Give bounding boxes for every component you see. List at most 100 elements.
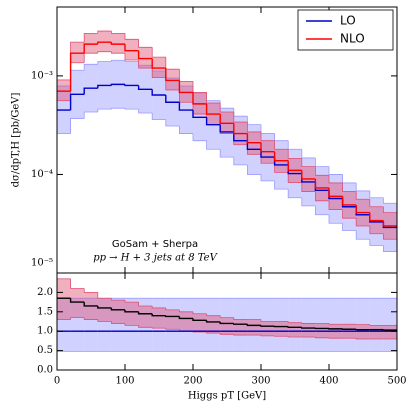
- histogram-step: [205, 117, 221, 126]
- band-edge: [138, 109, 153, 114]
- band-edge: [355, 191, 370, 200]
- histogram-step: [355, 204, 370, 214]
- histogram-step: [110, 307, 125, 311]
- band-edge: [247, 164, 261, 175]
- histogram-step: [205, 320, 221, 323]
- x-tick-label: 400: [319, 376, 338, 387]
- band: [301, 298, 316, 352]
- histogram-step: [151, 58, 166, 69]
- legend-box: [297, 9, 394, 51]
- band-edge: [151, 113, 166, 121]
- band-edge: [124, 60, 139, 62]
- histogram-step: [260, 325, 275, 327]
- histogram-step: [178, 80, 193, 94]
- histogram-step: [83, 87, 98, 95]
- band-edge: [260, 174, 275, 182]
- band-edge: [315, 157, 329, 168]
- band-edge: [260, 335, 275, 337]
- band-edge: [192, 133, 207, 142]
- band-edge: [315, 166, 329, 176]
- band-edge: [165, 77, 180, 91]
- band-edge: [206, 93, 221, 102]
- band-edge: [192, 85, 207, 94]
- band-edge: [355, 182, 370, 192]
- histogram-step: [192, 318, 207, 322]
- band-edge: [369, 239, 384, 246]
- histogram-step: [287, 326, 302, 329]
- band-edge: [111, 298, 125, 301]
- band-edge: [138, 302, 153, 307]
- x-tick-label: 200: [183, 376, 202, 387]
- band: [70, 42, 85, 63]
- histogram-step: [233, 323, 248, 325]
- band-edge: [260, 319, 275, 322]
- histogram-step: [165, 94, 180, 103]
- histogram-step: [301, 327, 316, 329]
- band-edge: [151, 47, 166, 58]
- band-edge: [192, 311, 207, 315]
- band: [274, 321, 289, 337]
- histogram-step: [205, 103, 221, 115]
- band-edge: [342, 182, 357, 192]
- band-edge: [219, 149, 234, 158]
- band: [288, 322, 302, 338]
- band: [152, 57, 166, 78]
- band: [247, 319, 261, 336]
- band-edge: [369, 324, 384, 326]
- band-edge: [83, 32, 98, 43]
- x-tick-label: 0: [54, 376, 60, 387]
- band: [70, 298, 85, 352]
- histogram-step: [137, 50, 153, 60]
- band-edge: [342, 174, 357, 184]
- band: [97, 298, 112, 352]
- band-edge: [233, 112, 248, 123]
- band-edge: [301, 149, 316, 159]
- band-edge: [287, 172, 302, 183]
- band: [84, 298, 98, 352]
- band-edge: [124, 323, 139, 326]
- histogram-step: [97, 41, 112, 45]
- band: [165, 298, 180, 352]
- band-edge: [179, 69, 193, 82]
- band-edge: [287, 149, 302, 159]
- band: [165, 309, 180, 330]
- x-tick-label: 500: [387, 376, 406, 387]
- band-edge: [383, 245, 397, 252]
- band-edge: [219, 100, 234, 109]
- y-tick-label: 10⁻³: [31, 70, 53, 81]
- band-edge: [70, 118, 85, 134]
- band-edge: [274, 163, 289, 173]
- band-edge: [111, 31, 125, 34]
- histogram-step: [178, 316, 193, 320]
- band: [179, 311, 193, 332]
- histogram-step: [137, 311, 153, 315]
- histogram-step: [110, 42, 125, 45]
- histogram-step: [97, 84, 112, 89]
- band-edge: [315, 337, 329, 339]
- band: [84, 33, 98, 54]
- band-edge: [124, 108, 139, 110]
- band: [261, 321, 275, 336]
- band-edge: [192, 81, 207, 93]
- band: [383, 298, 397, 352]
- band-edge: [83, 317, 98, 320]
- band-edge: [124, 33, 139, 40]
- annotation: pp → H + 3 jets at 8 TeV: [93, 253, 218, 264]
- band-edge: [274, 140, 289, 150]
- band: [220, 298, 234, 352]
- histogram-step: [165, 315, 180, 318]
- y-axis-label: dσ/dpT,H [pb/GeV]: [11, 93, 22, 188]
- band-edge: [138, 325, 153, 328]
- band-edge: [315, 191, 329, 202]
- band-edge: [70, 317, 85, 320]
- band-edge: [260, 131, 275, 142]
- band-edge: [287, 336, 302, 338]
- band-edge: [97, 30, 112, 34]
- x-tick-label: 300: [251, 376, 270, 387]
- band-edge: [355, 230, 370, 240]
- band: [383, 325, 397, 339]
- band-edge: [165, 57, 180, 70]
- band: [369, 325, 384, 339]
- x-axis-label: Higgs pT [GeV]: [188, 391, 266, 402]
- band-edge: [83, 52, 98, 63]
